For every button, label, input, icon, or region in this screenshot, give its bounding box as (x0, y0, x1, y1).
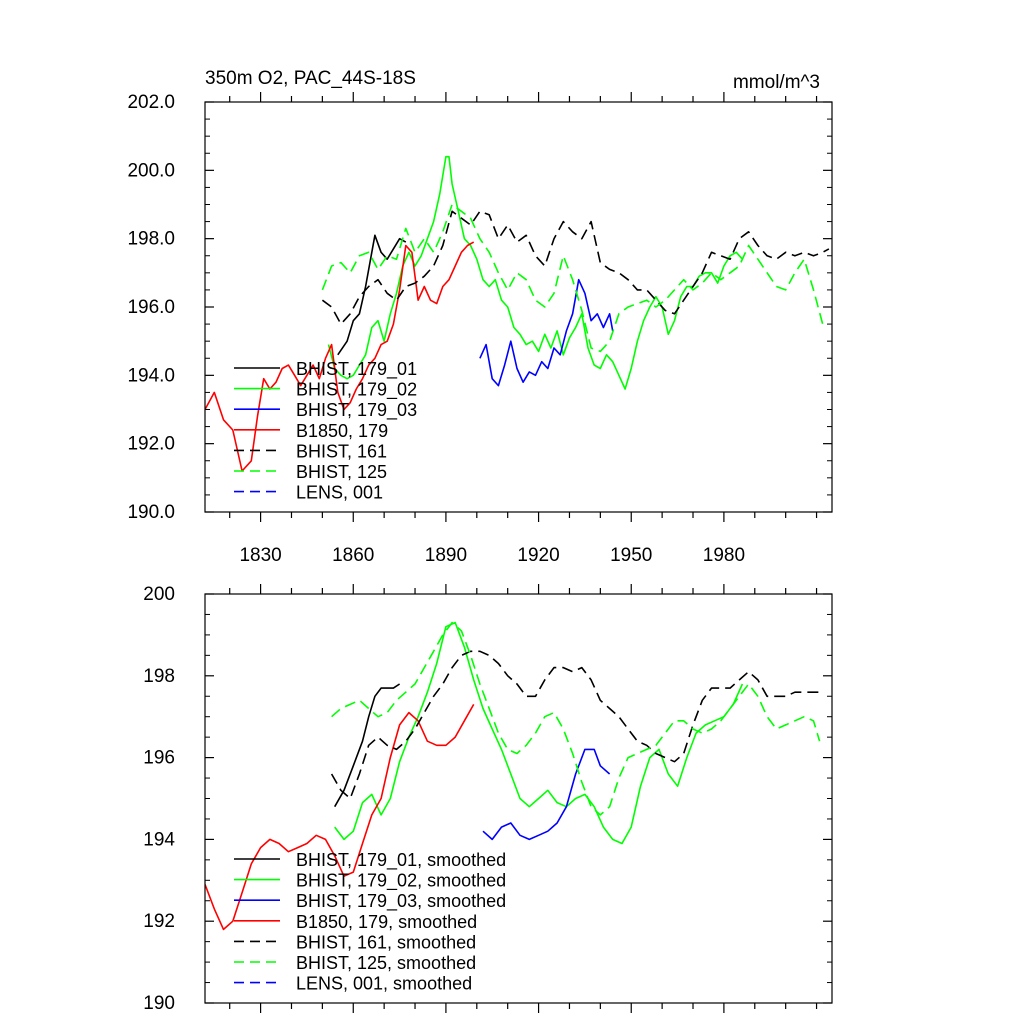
x-tick-label: 1920 (517, 545, 559, 566)
y-tick-label: 200.0 (127, 160, 175, 181)
series-line (321, 203, 824, 353)
legend-label: BHIST, 179_03 (296, 400, 417, 421)
legend-label: BHIST, 161, smoothed (296, 932, 476, 952)
series-line (482, 748, 611, 841)
series-line (337, 234, 407, 356)
y-tick-label: 190.0 (127, 502, 175, 523)
y-tick-label: 196 (143, 748, 175, 769)
y-tick-label: 198 (143, 666, 175, 687)
legend-label: B1850, 179 (296, 421, 388, 441)
legend-label: BHIST, 179_01, smoothed (296, 850, 506, 871)
series-line (330, 650, 820, 800)
series-line (479, 278, 614, 387)
y-tick-label: 198.0 (127, 229, 175, 250)
legend-label: LENS, 001 (296, 483, 383, 503)
series-line (321, 210, 830, 325)
legend-label: LENS, 001, smoothed (296, 974, 472, 994)
series-line (205, 241, 475, 472)
y-tick-label: 194 (143, 829, 175, 850)
x-tick-label: 1980 (703, 545, 745, 566)
y-tick-label: 194.0 (127, 365, 175, 386)
x-tick-label: 1890 (425, 545, 467, 566)
legend-label: BHIST, 179_01 (296, 359, 417, 380)
series-line (331, 621, 821, 816)
series-line (334, 621, 744, 845)
series-line (334, 683, 401, 808)
legend-label: BHIST, 125 (296, 462, 387, 482)
legend-label: BHIST, 125, smoothed (296, 953, 476, 973)
bottom-plot-panel: 190 192 194 196 198 200 BHIST, 179_01, smoothe… (143, 584, 833, 1014)
legend-label: BHIST, 179_02 (296, 380, 417, 401)
top-plot-units: mmol/m^3 (733, 72, 820, 93)
series-line (205, 704, 475, 931)
legend-label: BHIST, 179_02, smoothed (296, 871, 506, 892)
y-tick-label: 202.0 (127, 92, 175, 113)
x-tick-label: 1830 (239, 545, 281, 566)
x-tick-label: 1860 (332, 545, 374, 566)
legend-label: BHIST, 161 (296, 441, 387, 461)
y-tick-label: 190 (143, 993, 175, 1014)
y-tick-label: 192 (143, 911, 175, 932)
y-tick-label: 200 (143, 584, 175, 605)
series-line (327, 155, 743, 390)
legend-label: B1850, 179, smoothed (296, 912, 477, 932)
top-plot-panel: 190.0 192.0 194.0 196.0 198.0 200.0 202.0 1830 1… (127, 92, 833, 566)
y-tick-label: 196.0 (127, 297, 175, 318)
x-tick-label: 1950 (610, 545, 652, 566)
legend-label: BHIST, 179_03, smoothed (296, 891, 506, 912)
top-plot-title: 350m O2, PAC_44S-18S (205, 68, 416, 89)
y-tick-label: 192.0 (127, 434, 175, 455)
